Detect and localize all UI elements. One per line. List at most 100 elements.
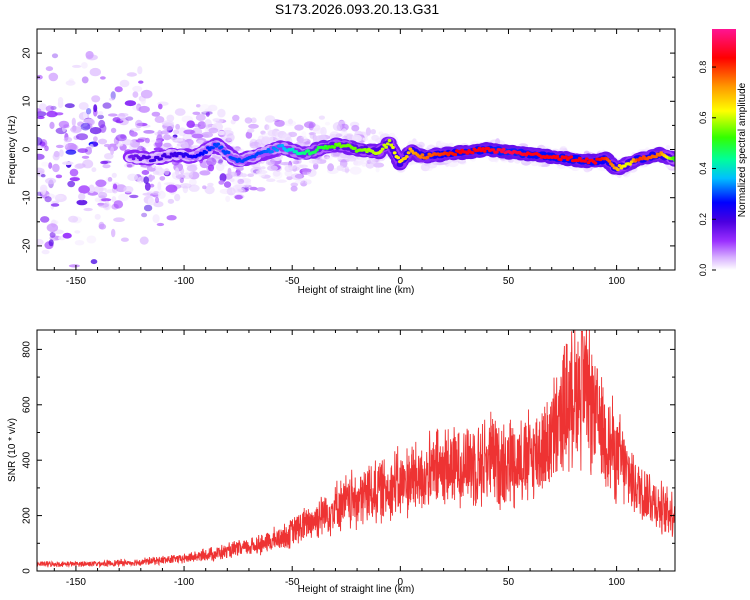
spectrogram-x-tick-label: 50: [503, 276, 515, 287]
spectrogram-ridge-cell: [610, 163, 615, 168]
spectrogram-noise-blob: [149, 183, 155, 188]
spectrogram-ridge-cell: [315, 148, 319, 152]
spectrogram-y-axis: -20 -10 0 10 20: [22, 28, 675, 271]
spectrogram-noise-blob: [45, 177, 57, 185]
spectrogram-ridge-cell: [654, 155, 658, 159]
snr-x-tick-label: -150: [66, 577, 86, 588]
spectrogram-noise-blob: [256, 187, 266, 192]
spectrogram-noise-blob: [58, 120, 70, 129]
spectrogram-ridge-cell: [501, 147, 506, 152]
spectrogram-noise-blob: [46, 110, 58, 118]
spectrogram-noise-blob: [301, 131, 307, 139]
spectrogram-noise-blob: [231, 176, 242, 185]
spectrogram-noise-blob: [74, 240, 85, 246]
spectrogram-noise-blob: [37, 238, 44, 246]
spectrogram-noise-blob: [85, 51, 94, 59]
snr-y-axis: 0 200 400 600 800: [22, 341, 675, 574]
spectrogram-noise-blob: [272, 170, 281, 177]
spectrogram-noise-blob: [245, 180, 251, 186]
spectrogram-noise-blob: [49, 121, 55, 129]
spectrogram-noise-blob: [180, 167, 185, 175]
spectrogram-noise-blob: [94, 197, 102, 203]
spectrogram-noise-blob: [388, 132, 396, 138]
spectrogram-noise-blob: [267, 165, 278, 172]
snr-y-label: SNR (10 * v/v): [7, 418, 18, 482]
spectrogram-noise-blob: [51, 53, 59, 59]
spectrogram-ridge-cell: [616, 168, 620, 172]
spectrogram-noise-blob: [143, 204, 153, 212]
spectrogram-noise-blob: [50, 219, 57, 228]
spectrogram-noise-blob: [172, 134, 178, 138]
spectrogram-noise-blob: [78, 192, 86, 201]
spectrogram-noise-blob: [304, 179, 312, 185]
spectrogram-noise-blob: [121, 139, 134, 146]
spectrogram-ridge-cell: [470, 151, 475, 155]
spectrogram-noise-blob: [129, 142, 142, 152]
spectrogram-noise-blob: [132, 85, 143, 92]
spectrogram-noise-blob: [234, 194, 243, 200]
spectrogram-ridge-cell: [173, 151, 177, 155]
spectrogram-noise-blob: [189, 178, 197, 186]
colorbar-tick-label: 0.6: [698, 112, 708, 125]
spectrogram-noise-blob: [45, 66, 54, 72]
spectrogram-noise-blob: [52, 200, 59, 204]
spectrogram-y-tick-label: -20: [22, 238, 33, 253]
spectrogram-ridge-cell: [174, 154, 179, 158]
spectrogram-ridge-cell: [332, 145, 337, 149]
spectrogram-noise-blob: [196, 104, 201, 108]
spectrogram-noise-blob: [141, 170, 150, 175]
snr-line: [37, 330, 675, 569]
spectrogram-noise-blob: [64, 142, 77, 152]
spectrogram-noise-blob: [89, 67, 102, 77]
spectrogram-noise-blob: [72, 64, 82, 68]
spectrogram-noise-blob: [215, 163, 225, 172]
spectrogram-noise-blob: [199, 104, 211, 113]
spectrogram-noise-blob: [103, 143, 111, 148]
spectrogram-noise-blob: [98, 221, 105, 230]
spectrogram-ridge-cell: [577, 156, 582, 160]
spectrogram-noise-blob: [201, 131, 214, 138]
spectrogram-noise-blob: [425, 164, 433, 171]
spectrogram-noise-blob: [38, 103, 47, 111]
spectrogram-noise-blob: [361, 162, 368, 167]
spectrogram-noise-blob: [250, 117, 257, 124]
spectrogram-ridge-cell: [564, 155, 568, 159]
spectrogram-ridge-cell: [555, 154, 560, 159]
snr-x-tick-label: 100: [608, 577, 625, 588]
spectrogram-x-tick-label: 100: [608, 276, 625, 287]
spectrogram-noise-blob: [108, 97, 115, 101]
spectrogram-noise-blob: [151, 186, 163, 196]
spectrogram-x-tick-label: 0: [398, 276, 404, 287]
spectrogram-y-tick-label: 20: [22, 47, 33, 59]
spectrogram-noise-blob: [206, 157, 217, 167]
spectrogram-x-tick-label: -150: [66, 276, 86, 287]
spectrogram-noise-blob: [65, 149, 77, 155]
spectrogram-noise-blob: [67, 180, 76, 188]
spectrogram-noise-blob: [77, 121, 84, 127]
spectrogram-noise-blob: [232, 114, 240, 122]
spectrogram-ridge-cell: [458, 151, 463, 155]
spectrogram-noise-blob: [91, 95, 101, 103]
spectrogram-noise-blob: [163, 168, 170, 176]
spectrogram-ridge-cell: [226, 150, 231, 155]
spectrogram-noise-blob: [102, 164, 111, 169]
spectrogram-noise-blob: [313, 127, 325, 134]
spectrogram-noise-blob: [119, 79, 130, 88]
spectrogram-noise-blob: [308, 132, 314, 136]
colorbar-gradient: [712, 29, 736, 270]
spectrogram-noise-blob: [163, 134, 171, 141]
spectrogram-x-tick-label: -100: [174, 276, 194, 287]
spectrogram-ridge-cell: [181, 154, 186, 158]
spectrogram-noise-blob: [304, 121, 316, 129]
spectrogram-noise-blob: [114, 86, 123, 93]
spectrogram-y-label: Frequency (Hz): [7, 116, 18, 185]
spectrogram-ridge-cell: [290, 147, 295, 151]
spectrogram-noise-blob: [156, 134, 163, 143]
spectrogram-noise-blob: [173, 129, 179, 135]
spectrogram-noise-blob: [245, 131, 253, 139]
spectrogram-noise-blob: [110, 146, 115, 155]
spectrogram-noise-blob: [71, 117, 76, 127]
spectrogram-noise-blob: [74, 230, 81, 234]
spectrogram-noise-blob: [120, 237, 129, 242]
spectrogram-ridge-cell: [204, 150, 209, 154]
